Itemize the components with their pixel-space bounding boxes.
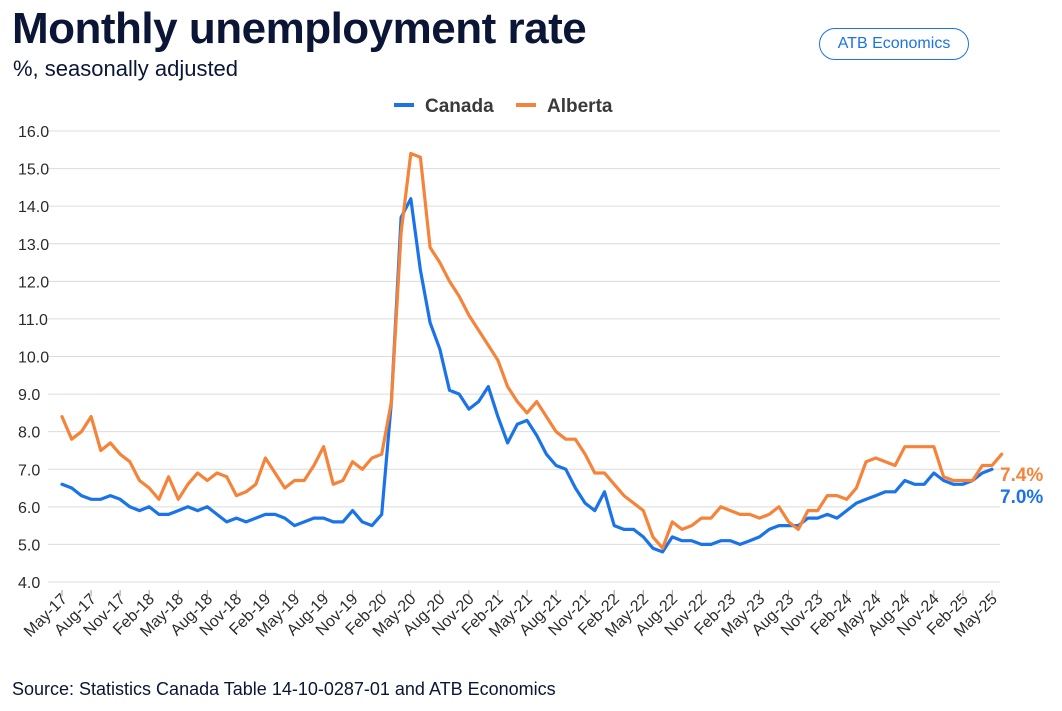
series-line-canada xyxy=(60,197,994,554)
y-tick-label: 16.0 xyxy=(18,124,49,141)
chart-subtitle: %, seasonally adjusted xyxy=(13,56,239,81)
end-label-alberta: 7.4% xyxy=(1000,465,1043,486)
x-axis-ticks: May-17Aug-17Nov-17Feb-18May-18Aug-18Nov-… xyxy=(21,591,1001,641)
chart-title: Monthly unemployment rate xyxy=(12,4,587,53)
y-tick-label: 11.0 xyxy=(18,312,48,329)
legend: Canada Alberta xyxy=(394,96,613,117)
series-line-alberta xyxy=(60,151,1004,550)
end-label-canada: 7.0% xyxy=(1000,487,1043,508)
source-note: Source: Statistics Canada Table 14-10-02… xyxy=(12,679,556,699)
y-tick-label: 15.0 xyxy=(18,162,49,179)
gridlines xyxy=(48,130,1000,596)
y-tick-label: 12.0 xyxy=(18,274,49,291)
y-tick-label: 9.0 xyxy=(18,387,40,404)
y-tick-label: 5.0 xyxy=(18,537,40,554)
y-tick-label: 13.0 xyxy=(18,237,49,254)
y-tick-label: 4.0 xyxy=(18,575,40,592)
legend-label-canada: Canada xyxy=(425,96,494,117)
y-tick-label: 8.0 xyxy=(18,425,40,442)
y-tick-label: 14.0 xyxy=(18,199,49,216)
atb-economics-badge[interactable]: ATB Economics xyxy=(819,28,969,60)
y-tick-label: 10.0 xyxy=(18,350,49,367)
series-lines xyxy=(60,151,1004,554)
legend-label-alberta: Alberta xyxy=(547,96,613,117)
y-tick-label: 7.0 xyxy=(18,462,40,479)
y-axis-ticks: 4.0 5.0 6.0 7.0 8.0 9.0 10.0 11.0 12.0 13.0 14.0 15… xyxy=(18,124,49,592)
y-tick-label: 6.0 xyxy=(18,500,40,517)
